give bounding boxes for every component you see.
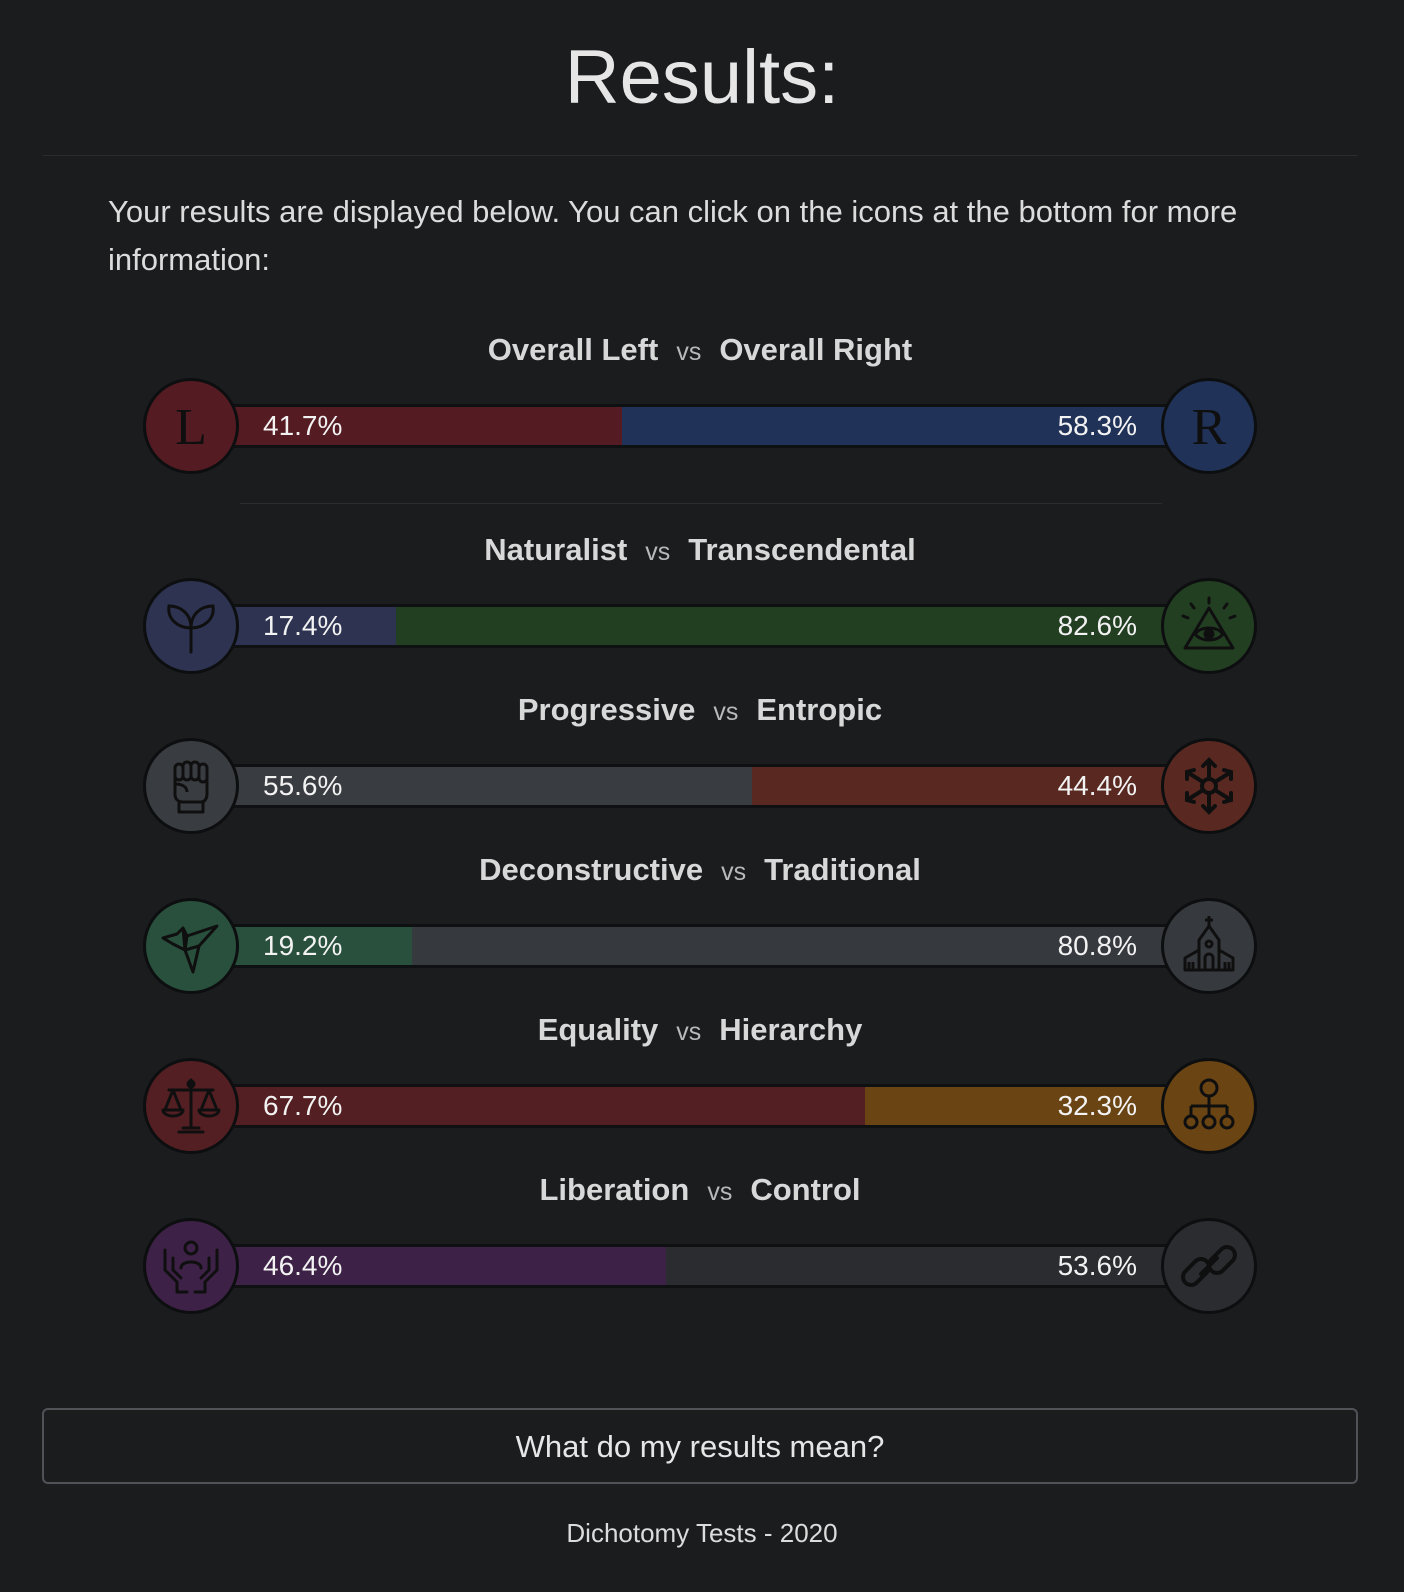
chain-link-icon[interactable] bbox=[1161, 1218, 1257, 1314]
letter-r-icon[interactable]: R bbox=[1161, 378, 1257, 474]
footer-text: Dichotomy Tests - 2020 bbox=[566, 1518, 838, 1548]
vs-label: vs bbox=[713, 698, 739, 726]
left-label: Overall Left bbox=[487, 332, 659, 367]
title-divider bbox=[43, 155, 1358, 156]
vs-label: vs bbox=[676, 1018, 702, 1046]
bar-row: 67.7% 32.3% bbox=[143, 1058, 1257, 1158]
left-percent: 46.4% bbox=[263, 1250, 343, 1281]
raised-fist-icon[interactable] bbox=[143, 738, 239, 834]
left-label: Equality bbox=[537, 1012, 659, 1047]
bar-row: 17.4% 82.6% bbox=[143, 578, 1257, 678]
left-fill bbox=[233, 927, 413, 965]
vs-label: vs bbox=[645, 538, 671, 566]
right-fill bbox=[752, 767, 1167, 805]
section-divider bbox=[240, 503, 1162, 504]
result-bar: 46.4% 53.6% bbox=[233, 1244, 1167, 1288]
result-bar: 19.2% 80.8% bbox=[233, 924, 1167, 968]
axis-title: Overall Left vs Overall Right bbox=[143, 328, 1257, 372]
right-fill bbox=[865, 1087, 1167, 1125]
bar-row: 19.2% 80.8% bbox=[143, 898, 1257, 998]
right-fill bbox=[412, 927, 1167, 965]
vs-label: vs bbox=[721, 858, 747, 886]
bar-row: 55.6% 44.4% bbox=[143, 738, 1257, 838]
chaos-star-icon[interactable] bbox=[1161, 738, 1257, 834]
left-label: Progressive bbox=[517, 692, 696, 727]
left-fill bbox=[233, 1247, 667, 1285]
left-fill bbox=[233, 607, 396, 645]
left-label: Naturalist bbox=[484, 532, 628, 567]
left-label: Liberation bbox=[539, 1172, 690, 1207]
svg-text:R: R bbox=[1192, 399, 1227, 456]
result-bar: 17.4% 82.6% bbox=[233, 604, 1167, 648]
right-label: Control bbox=[750, 1172, 861, 1207]
left-percent: 55.6% bbox=[263, 770, 343, 801]
letter-l-icon[interactable]: L bbox=[143, 378, 239, 474]
intro-text: Your results are displayed below. You ca… bbox=[108, 194, 1238, 277]
right-percent: 82.6% bbox=[1057, 610, 1137, 641]
bar-row: 46.4% 53.6% bbox=[143, 1218, 1257, 1318]
axis-title: Progressive vs Entropic bbox=[143, 688, 1257, 732]
axis-title: Equality vs Hierarchy bbox=[143, 1008, 1257, 1052]
right-label: Hierarchy bbox=[719, 1012, 863, 1047]
vs-label: vs bbox=[707, 1178, 733, 1206]
right-fill bbox=[622, 407, 1167, 445]
axis-title: Deconstructive vs Traditional bbox=[143, 848, 1257, 892]
church-icon[interactable] bbox=[1161, 898, 1257, 994]
origami-bird-icon[interactable] bbox=[143, 898, 239, 994]
result-bar: 67.7% 32.3% bbox=[233, 1084, 1167, 1128]
sprout-icon[interactable] bbox=[143, 578, 239, 674]
bar-row: 41.7% 58.3% L R bbox=[143, 378, 1257, 478]
axis-title: Naturalist vs Transcendental bbox=[143, 528, 1257, 572]
right-label: Entropic bbox=[756, 692, 883, 727]
svg-text:L: L bbox=[175, 399, 207, 456]
vs-label: vs bbox=[676, 338, 702, 366]
right-percent: 32.3% bbox=[1057, 1090, 1137, 1121]
page-title: Results: bbox=[564, 35, 840, 120]
right-fill bbox=[666, 1247, 1167, 1285]
right-label: Traditional bbox=[764, 852, 921, 887]
left-percent: 19.2% bbox=[263, 930, 343, 961]
left-percent: 67.7% bbox=[263, 1090, 343, 1121]
hierarchy-tree-icon[interactable] bbox=[1161, 1058, 1257, 1154]
left-fill bbox=[233, 1087, 866, 1125]
right-fill bbox=[395, 607, 1167, 645]
right-label: Overall Right bbox=[719, 332, 913, 367]
left-fill bbox=[233, 767, 753, 805]
results-meaning-button[interactable]: What do my results mean? bbox=[42, 1408, 1358, 1484]
left-label: Deconstructive bbox=[479, 852, 704, 887]
right-percent: 58.3% bbox=[1057, 410, 1137, 441]
result-bar: 41.7% 58.3% bbox=[233, 404, 1167, 448]
axis-title: Liberation vs Control bbox=[143, 1168, 1257, 1212]
left-percent: 41.7% bbox=[263, 410, 343, 441]
all-seeing-eye-icon[interactable] bbox=[1161, 578, 1257, 674]
result-bar: 55.6% 44.4% bbox=[233, 764, 1167, 808]
right-percent: 53.6% bbox=[1057, 1250, 1137, 1281]
left-percent: 17.4% bbox=[263, 610, 343, 641]
left-fill bbox=[233, 407, 623, 445]
right-label: Transcendental bbox=[688, 532, 916, 567]
scales-icon[interactable] bbox=[143, 1058, 239, 1154]
open-hands-icon[interactable] bbox=[143, 1218, 239, 1314]
right-percent: 80.8% bbox=[1057, 930, 1137, 961]
right-percent: 44.4% bbox=[1057, 770, 1137, 801]
